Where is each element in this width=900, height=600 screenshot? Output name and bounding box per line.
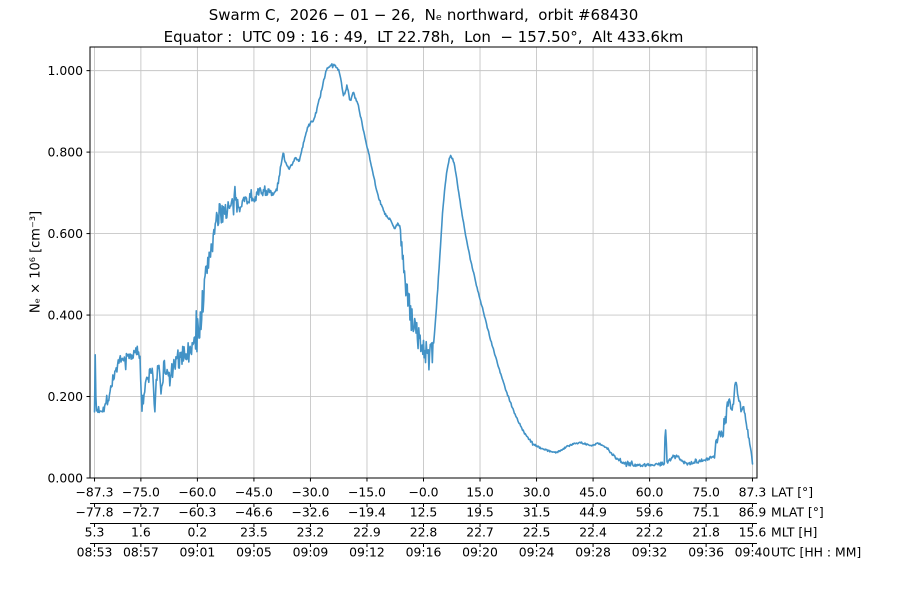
x-tick-label-MLAT: 75.1 — [692, 505, 720, 520]
x-tick-label-UTC: 08:57 — [123, 545, 159, 560]
x-tick-label-LAT: −15.0 — [348, 485, 386, 500]
x-tick-label-UTC: 09:32 — [632, 545, 668, 560]
x-tick-label-LAT: 15.0 — [466, 485, 494, 500]
x-tick-label-UTC: 09:05 — [236, 545, 272, 560]
y-tick-label: 0.800 — [48, 144, 84, 159]
chart-subtitle: Equator : UTC 09 : 16 : 49, LT 22.78h, L… — [163, 28, 684, 46]
x-tick-label-LAT: −60.0 — [178, 485, 216, 500]
x-tick-label-UTC: 09:40 — [735, 545, 771, 560]
x-tick-label-MLAT: −46.6 — [235, 505, 273, 520]
x-tick-label-LAT: 75.0 — [692, 485, 720, 500]
x-tick-label-MLAT: 31.5 — [523, 505, 551, 520]
x-axis-caption-UTC: UTC [HH : MM] — [771, 545, 861, 560]
x-tick-label-UTC: 08:53 — [77, 545, 113, 560]
x-tick-label-MLT: 5.3 — [85, 525, 105, 540]
x-tick-label-MLAT: 19.5 — [466, 505, 494, 520]
x-axis-caption-MLAT: MLAT [°] — [771, 505, 824, 520]
x-tick-label-LAT: −30.0 — [291, 485, 329, 500]
x-tick-label-LAT: −45.0 — [235, 485, 273, 500]
x-tick-label-LAT: −87.3 — [76, 485, 114, 500]
x-tick-label-MLT: 22.5 — [523, 525, 551, 540]
x-tick-label-MLAT: −72.7 — [122, 505, 160, 520]
x-tick-label-LAT: 60.0 — [636, 485, 664, 500]
x-tick-label-UTC: 09:28 — [575, 545, 611, 560]
y-tick-label: 0.600 — [48, 226, 84, 241]
chart-title: Swarm C, 2026 − 01 − 26, Nₑ northward, o… — [208, 6, 639, 24]
x-tick-label-LAT: −0.0 — [408, 485, 438, 500]
x-tick-label-MLT: 23.2 — [297, 525, 325, 540]
x-tick-label-LAT: 45.0 — [579, 485, 607, 500]
x-tick-label-UTC: 09:12 — [349, 545, 385, 560]
x-tick-label-UTC: 09:24 — [519, 545, 555, 560]
x-tick-label-LAT: −75.0 — [122, 485, 160, 500]
x-tick-label-MLT: 21.8 — [692, 525, 720, 540]
x-tick-label-UTC: 09:20 — [462, 545, 498, 560]
x-tick-label-MLT: 22.4 — [579, 525, 607, 540]
x-tick-label-MLT: 23.5 — [240, 525, 268, 540]
x-tick-label-MLAT: −60.3 — [178, 505, 216, 520]
y-tick-label: 0.000 — [48, 470, 84, 485]
x-tick-label-UTC: 09:36 — [688, 545, 724, 560]
x-tick-label-MLAT: −32.6 — [291, 505, 329, 520]
data-line-Ne — [93, 63, 754, 468]
x-tick-label-MLAT: −77.8 — [76, 505, 114, 520]
x-tick-label-UTC: 09:09 — [293, 545, 329, 560]
x-axis-caption-LAT: LAT [°] — [771, 485, 813, 500]
x-tick-label-MLAT: 59.6 — [636, 505, 664, 520]
x-tick-label-MLT: 22.2 — [636, 525, 664, 540]
x-tick-label-UTC: 09:01 — [180, 545, 216, 560]
x-tick-label-MLAT: −19.4 — [348, 505, 386, 520]
x-tick-label-MLT: 0.2 — [188, 525, 208, 540]
x-tick-label-MLT: 22.7 — [466, 525, 494, 540]
x-tick-label-MLAT: 12.5 — [410, 505, 438, 520]
x-tick-label-MLT: 1.6 — [131, 525, 151, 540]
x-tick-label-MLT: 22.9 — [353, 525, 381, 540]
y-tick-label: 0.400 — [48, 307, 84, 322]
x-tick-label-LAT: 30.0 — [523, 485, 551, 500]
x-tick-label-UTC: 09:16 — [406, 545, 442, 560]
x-tick-label-LAT: 87.3 — [739, 485, 767, 500]
y-tick-label: 1.000 — [48, 63, 84, 78]
x-axis-caption-MLT: MLT [H] — [771, 525, 817, 540]
x-tick-label-MLAT: 44.9 — [579, 505, 607, 520]
x-tick-label-MLT: 22.8 — [410, 525, 438, 540]
y-tick-label: 0.200 — [48, 389, 84, 404]
x-tick-label-MLT: 15.6 — [739, 525, 767, 540]
x-tick-label-MLAT: 86.9 — [739, 505, 767, 520]
